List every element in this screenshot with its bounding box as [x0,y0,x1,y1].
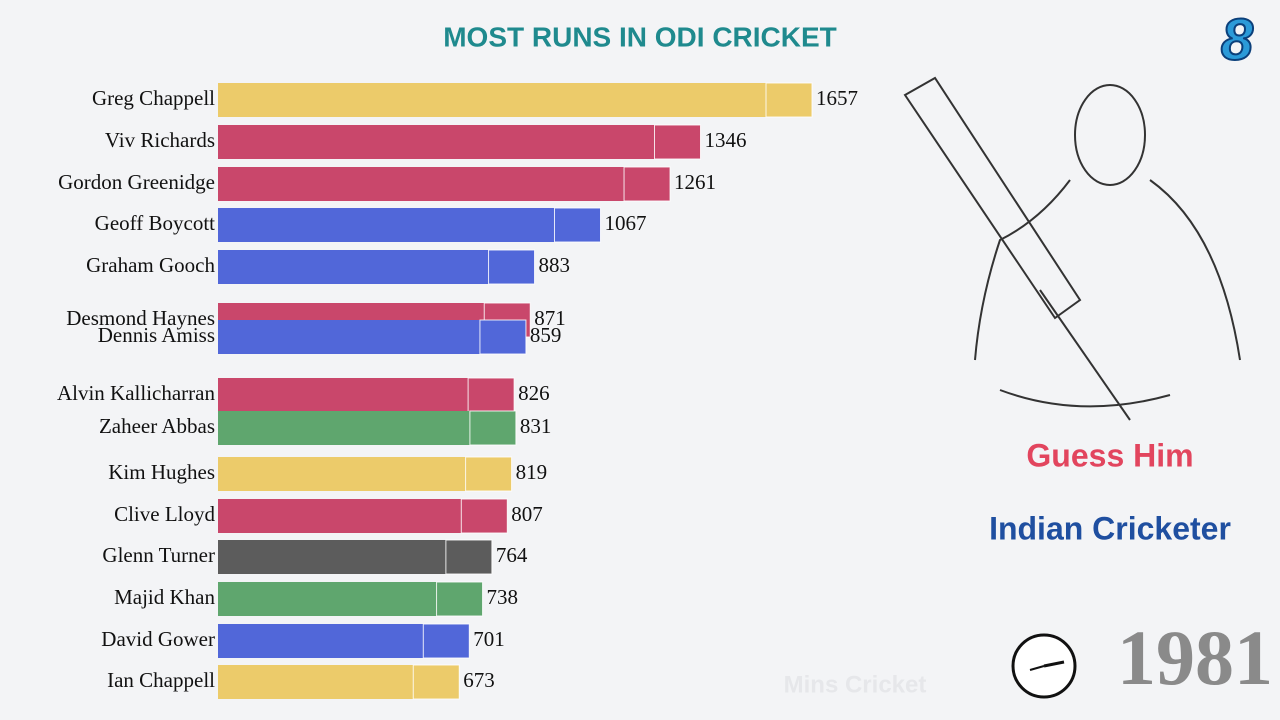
value-label: 883 [539,253,571,277]
category-label: Dennis Amiss [98,323,215,347]
bar [218,457,512,491]
value-label: 871 [534,306,566,330]
value-label: 1261 [674,170,716,194]
value-label: 738 [487,585,518,609]
bar [218,167,671,201]
bar [218,378,515,412]
value-label: 1657 [816,86,858,110]
flag [460,498,508,534]
year: 1981 [1117,614,1273,701]
bar [218,411,516,445]
hint: Indian Cricketer [989,510,1231,546]
value-label: 819 [516,460,548,484]
category-label: Zaheer Abbas [99,414,215,438]
category-label: Clive Lloyd [114,502,215,526]
clock-icon [1011,633,1077,699]
flag [488,249,536,285]
category-label: Alvin Kallicharran [57,381,216,405]
question: Guess Him [1026,437,1193,473]
category-label: Majid Khan [114,585,215,609]
category-label: Ian Chappell [107,668,215,692]
flag [654,124,702,160]
category-label: Viv Richards [105,128,215,152]
category-label: Kim Hughes [108,460,215,484]
value-label: 859 [530,323,562,347]
value-label: 701 [473,627,505,651]
flag [467,377,515,413]
flag [553,207,601,243]
flag [623,166,671,202]
flag [479,319,527,355]
watermark: Mins Cricket [784,671,927,698]
value-label: 826 [518,381,550,405]
bar [218,208,601,242]
flag [412,664,460,700]
bar [218,83,812,117]
flag [469,410,517,446]
value-label: 1346 [705,128,747,152]
player-sketch [903,76,1241,421]
value-label: 673 [463,668,495,692]
flag [445,539,493,575]
chart-title: MOST RUNS IN ODI CRICKET [443,21,837,52]
category-label: Greg Chappell [92,86,215,110]
category-label: Glenn Turner [102,543,215,567]
bar [218,320,526,354]
flag [422,623,470,659]
bar [218,250,535,284]
flag [436,581,484,617]
value-label: 764 [496,543,528,567]
value-label: 807 [511,502,543,526]
bar [218,499,508,533]
value-label: 831 [520,414,552,438]
rank-number: 8 [1221,7,1254,72]
bar [218,125,701,159]
category-label: Graham Gooch [86,253,215,277]
category-label: David Gower [101,627,215,651]
flag [765,82,813,118]
category-label: Gordon Greenidge [58,170,215,194]
value-label: 1067 [604,211,646,235]
flag [465,456,513,492]
category-label: Desmond Haynes [66,306,215,330]
category-label: Geoff Boycott [95,211,216,235]
